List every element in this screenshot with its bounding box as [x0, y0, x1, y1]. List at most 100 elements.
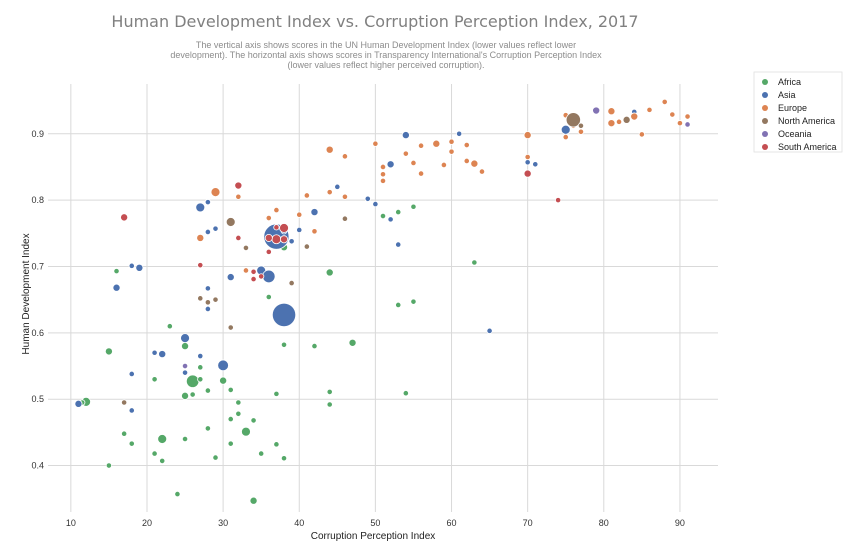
data-point-europe — [676, 120, 684, 127]
data-point-south-america — [120, 213, 129, 222]
y-tick-label: 0.8 — [31, 195, 44, 205]
data-point-africa — [181, 342, 190, 351]
data-point-north-america — [204, 299, 211, 306]
data-point-asia — [486, 327, 493, 334]
legend-label-europe: Europe — [778, 103, 807, 113]
tick-labels: 10 20 30 40 50 60 70 80 90 0.4 0.5 0.6 0.7 0.8 0.9 — [31, 129, 684, 528]
data-point-africa — [181, 391, 190, 400]
data-point-africa — [280, 341, 288, 348]
data-point-asia — [180, 333, 190, 344]
data-point-south-america — [271, 234, 282, 245]
data-point-asia — [387, 216, 394, 223]
data-point-africa — [348, 338, 357, 347]
data-point-south-america — [265, 248, 272, 255]
legend-label-africa: Africa — [778, 77, 801, 87]
data-point-asia — [288, 238, 295, 245]
data-point-africa — [326, 388, 333, 395]
data-point-north-america — [225, 217, 236, 227]
data-point-africa — [181, 435, 189, 443]
data-point-europe — [303, 192, 310, 199]
legend-marker-south-america — [762, 144, 768, 150]
data-point-asia — [204, 228, 211, 236]
data-point-africa — [204, 425, 211, 432]
y-tick-label: 0.4 — [31, 461, 44, 471]
data-point-asia — [372, 201, 379, 208]
data-points — [74, 98, 691, 505]
legend-marker-asia — [762, 92, 768, 98]
data-point-europe — [325, 145, 334, 154]
data-point-asia — [271, 302, 297, 328]
data-point-africa — [410, 298, 417, 305]
data-point-europe — [196, 233, 205, 242]
x-tick-label: 70 — [523, 518, 533, 528]
data-point-asia — [74, 399, 83, 408]
data-point-north-america — [242, 244, 250, 252]
data-point-africa — [151, 376, 158, 383]
data-point-africa — [471, 259, 478, 266]
data-point-asia — [128, 407, 135, 414]
data-point-europe — [379, 171, 387, 178]
data-point-europe — [523, 131, 532, 140]
data-point-south-america — [235, 234, 242, 242]
data-point-africa — [235, 410, 242, 417]
data-point-africa — [197, 364, 204, 371]
data-point-europe — [379, 163, 387, 171]
data-point-north-america — [212, 296, 219, 303]
data-point-europe — [410, 159, 417, 167]
data-point-europe — [341, 153, 349, 160]
data-point-africa — [104, 347, 113, 356]
data-point-africa — [325, 268, 334, 277]
legend-marker-africa — [762, 79, 768, 85]
legend-marker-oceania — [762, 131, 768, 137]
data-point-europe — [235, 193, 242, 200]
data-point-europe — [661, 98, 668, 106]
x-tick-label: 40 — [294, 518, 304, 528]
x-axis-label: Corruption Perception Index — [311, 531, 436, 542]
data-point-north-america — [288, 279, 295, 287]
data-point-europe — [379, 177, 387, 184]
data-point-europe — [417, 170, 425, 177]
data-point-africa — [157, 434, 168, 444]
data-point-europe — [478, 168, 486, 175]
data-point-africa — [395, 301, 402, 309]
data-point-africa — [258, 450, 265, 457]
data-point-africa — [235, 399, 242, 406]
data-point-north-america — [197, 295, 204, 302]
y-tick-label: 0.7 — [31, 261, 44, 271]
data-point-asia — [560, 124, 571, 135]
x-tick-label: 10 — [66, 518, 76, 528]
data-point-north-america — [121, 399, 128, 406]
data-point-africa — [227, 440, 234, 447]
data-point-asia — [310, 208, 319, 217]
data-point-asia — [212, 225, 219, 232]
data-point-europe — [448, 138, 455, 145]
y-tick-label: 0.6 — [31, 328, 44, 338]
data-point-asia — [181, 369, 189, 376]
data-point-europe — [210, 187, 221, 198]
data-point-africa — [166, 323, 173, 330]
data-point-asia — [158, 350, 167, 359]
data-point-europe — [311, 228, 318, 235]
x-tick-label: 80 — [599, 518, 609, 528]
data-point-europe — [372, 140, 379, 147]
x-tick-label: 50 — [370, 518, 380, 528]
data-point-africa — [280, 455, 288, 462]
data-point-oceania — [592, 106, 601, 115]
legend-label-north-america: North America — [778, 116, 835, 126]
data-point-europe — [646, 106, 653, 113]
data-point-north-america — [227, 324, 234, 331]
legend-label-south-america: South America — [778, 142, 837, 152]
data-point-asia — [532, 161, 539, 168]
data-point-asia — [524, 159, 531, 166]
data-point-africa — [197, 376, 204, 383]
data-point-africa — [113, 268, 120, 275]
data-point-africa — [402, 390, 409, 397]
data-point-south-america — [279, 223, 289, 233]
data-point-north-america — [565, 112, 581, 128]
data-point-europe — [630, 112, 639, 121]
data-point-north-america — [622, 115, 631, 124]
y-tick-label: 0.5 — [31, 394, 44, 404]
data-point-europe — [669, 111, 676, 118]
data-point-europe — [470, 159, 479, 168]
data-point-south-america — [197, 262, 204, 269]
